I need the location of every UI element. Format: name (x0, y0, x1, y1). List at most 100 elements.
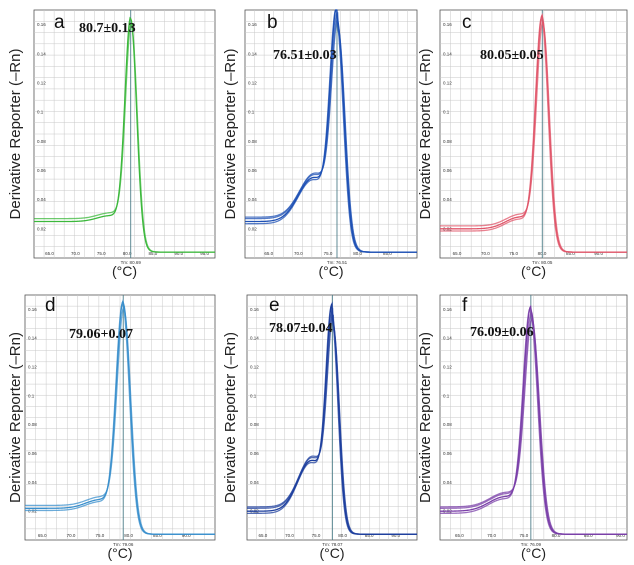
x-tick-label: 70.0 (294, 251, 303, 256)
y-tick-label: 0.14 (250, 336, 259, 341)
x-tick-label: 70.0 (481, 251, 490, 256)
melt-curve-trace (245, 18, 417, 253)
gridlines (25, 295, 215, 540)
x-tick-label: 65.0 (455, 533, 464, 538)
y-tick-label: 0.14 (37, 51, 46, 56)
x-axis-label: (°C) (319, 545, 344, 561)
tm-annotation: 79.06+0.07 (69, 327, 133, 342)
tm-marker-label: Tm: 78.07 (322, 542, 343, 547)
x-tick-label: 65.0 (264, 251, 273, 256)
y-tick-label: 0.08 (28, 422, 37, 427)
y-axis-label: Derivative Reporter (–Rn) (417, 49, 434, 220)
tm-annotation: 80.05±0.05 (480, 48, 544, 63)
x-tick-label: 75.0 (519, 533, 528, 538)
x-tick-label: 70.0 (285, 533, 294, 538)
y-tick-label: 0.08 (443, 139, 452, 144)
x-axis-label: (°C) (521, 545, 546, 561)
y-tick-label: 0.02 (37, 226, 46, 231)
x-axis-label: (°C) (107, 545, 132, 561)
y-tick-label: 0.1 (250, 393, 257, 398)
y-tick-label: 0.16 (250, 307, 259, 312)
y-tick-label: 0.04 (443, 480, 452, 485)
x-tick-label: 90.0 (594, 251, 603, 256)
x-tick-label: 75.0 (324, 251, 333, 256)
y-axis-label: Derivative Reporter (–Rn) (7, 49, 24, 220)
tm-annotation: 76.51±0.03 (273, 48, 337, 63)
x-tick-label: 70.0 (71, 251, 80, 256)
x-tick-label: 70.0 (67, 533, 76, 538)
y-tick-label: 0.02 (248, 226, 257, 231)
y-tick-label: 0.14 (443, 336, 452, 341)
gridlines (245, 10, 417, 258)
y-tick-label: 0.06 (250, 451, 259, 456)
x-tick-label: 85.0 (153, 533, 162, 538)
y-tick-label: 0.12 (443, 80, 452, 85)
y-tick-label: 0.08 (37, 139, 46, 144)
y-tick-label: 0.08 (443, 422, 452, 427)
x-tick-label: 75.0 (509, 251, 518, 256)
melt-curve-trace (247, 314, 417, 535)
x-tick-label: 85.0 (149, 251, 158, 256)
y-axis-label: Derivative Reporter (–Rn) (7, 332, 24, 503)
melt-curve-trace (440, 317, 627, 535)
panel-letter: a (54, 12, 65, 33)
gridlines (440, 10, 627, 258)
x-tick-label: 80.0 (123, 251, 132, 256)
x-tick-label: 75.0 (95, 533, 104, 538)
tm-marker-label: Tm: 76.51 (327, 260, 348, 265)
x-tick-label: 75.0 (312, 533, 321, 538)
y-tick-label: 0.12 (443, 365, 452, 370)
y-tick-label: 0.1 (443, 393, 450, 398)
x-tick-label: 75.0 (97, 251, 106, 256)
x-axis-label: (°C) (318, 263, 343, 279)
tm-marker-label: Tm: 80.05 (532, 260, 553, 265)
y-tick-label: 0.02 (28, 509, 37, 514)
panel-letter: e (269, 295, 280, 316)
y-tick-label: 0.16 (443, 307, 452, 312)
x-tick-label: 85.0 (584, 533, 593, 538)
panel-letter: f (462, 295, 468, 316)
x-tick-label: 70.0 (487, 533, 496, 538)
y-tick-label: 0.06 (443, 451, 452, 456)
x-tick-label: 80.0 (124, 533, 133, 538)
panel-letter: d (45, 295, 56, 316)
melt-curve-trace (34, 22, 215, 253)
tm-marker-label: Tm: 76.09 (521, 542, 542, 547)
panel-letter: b (267, 12, 278, 33)
y-tick-label: 0.1 (248, 110, 255, 115)
y-tick-label: 0.14 (28, 336, 37, 341)
y-tick-label: 0.08 (250, 422, 259, 427)
melt-curve-trace (440, 14, 627, 253)
x-tick-label: 65.0 (453, 251, 462, 256)
y-tick-label: 0.04 (250, 480, 259, 485)
y-tick-label: 0.12 (250, 365, 259, 370)
y-tick-label: 0.04 (443, 197, 452, 202)
y-tick-label: 0.16 (248, 22, 257, 27)
y-tick-label: 0.04 (37, 197, 46, 202)
y-axis-label: Derivative Reporter (–Rn) (417, 332, 434, 503)
y-tick-label: 0.06 (443, 168, 452, 173)
y-tick-label: 0.06 (37, 168, 46, 173)
y-axis-label: Derivative Reporter (–Rn) (222, 49, 239, 220)
x-tick-label: 90.0 (182, 533, 191, 538)
x-tick-label: 90.0 (616, 533, 625, 538)
x-tick-label: 95.0 (200, 251, 209, 256)
y-tick-label: 0.16 (28, 307, 37, 312)
x-tick-label: 90.0 (391, 533, 400, 538)
y-tick-label: 0.08 (248, 139, 257, 144)
y-tick-label: 0.06 (28, 451, 37, 456)
panel-letter: c (462, 12, 472, 33)
y-tick-label: 0.12 (28, 365, 37, 370)
y-tick-label: 0.1 (37, 110, 44, 115)
x-tick-label: 65.0 (38, 533, 47, 538)
tm-annotation: 76.09±0.06 (470, 325, 534, 340)
y-tick-label: 0.1 (443, 110, 450, 115)
y-tick-label: 0.16 (443, 22, 452, 27)
y-tick-label: 0.04 (28, 480, 37, 485)
tm-marker-label: Tm: 80.69 (121, 260, 142, 265)
x-tick-label: 85.0 (566, 251, 575, 256)
x-axis-label: (°C) (112, 263, 137, 279)
y-tick-label: 0.1 (28, 393, 35, 398)
